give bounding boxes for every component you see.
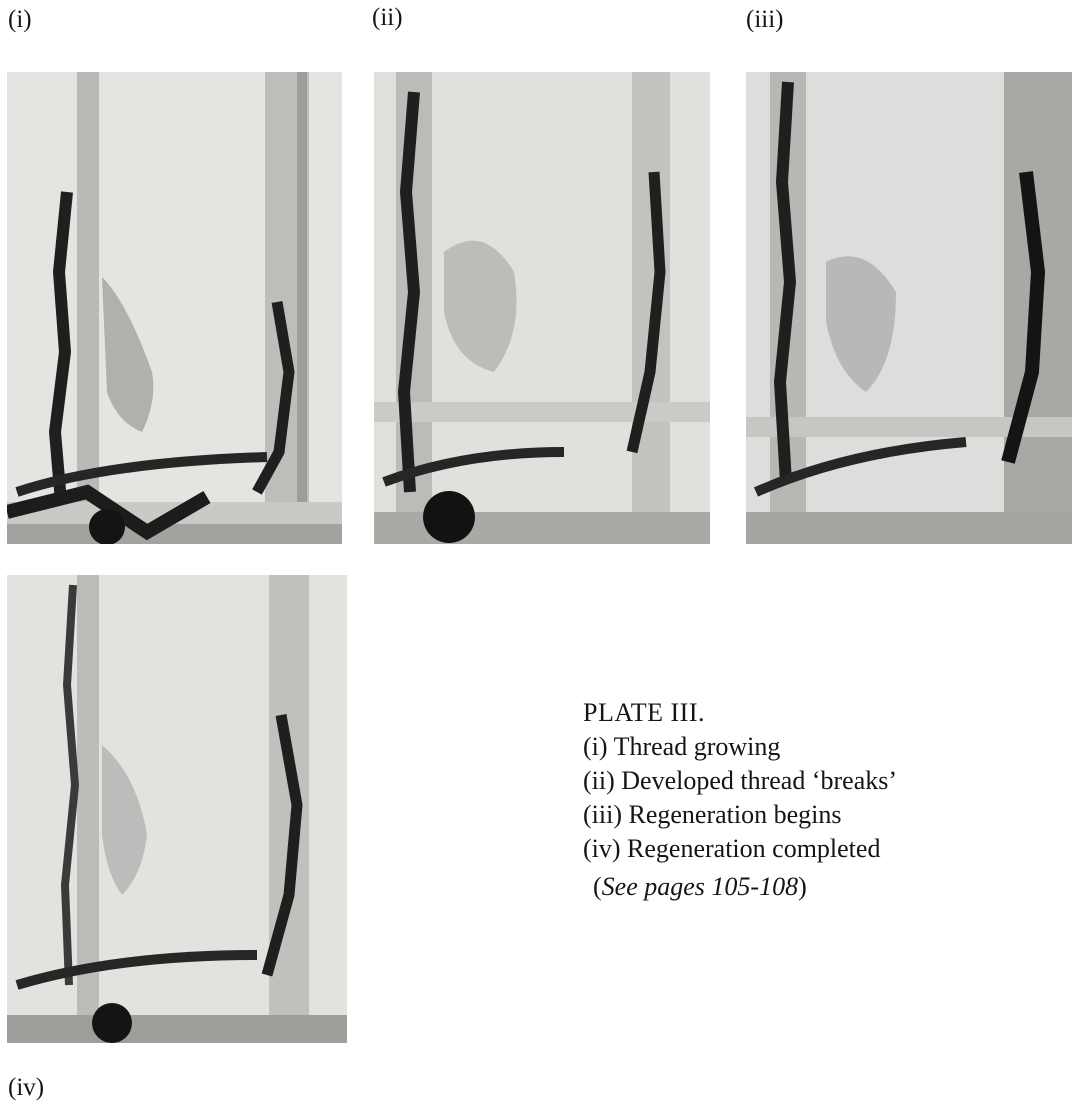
photo-panel-iv [7,575,347,1043]
panel-label-ii: (ii) [372,4,403,31]
photo-panel-ii [374,72,710,544]
photo-panel-iii [746,72,1072,544]
caption-item-i: (i) Thread growing [583,732,781,761]
caption-item-ii: (ii) Developed thread ‘breaks’ [583,766,898,795]
panel-label-iii: (iii) [746,6,784,33]
panel-label-i: (i) [8,6,32,33]
caption-item-iv: (iv) Regeneration completed [583,834,881,863]
caption-title: PLATE III. [583,698,705,727]
caption-ref-text: See pages 105-108 [601,872,799,901]
caption-item-iii: (iii) Regeneration begins [583,800,842,829]
caption-page-reference: (See pages 105-108) [583,870,897,904]
panel-label-iv: (iv) [8,1074,45,1101]
plate-caption: PLATE III. (i) Thread growing (ii) Devel… [583,696,897,904]
photo-panel-i [7,72,342,544]
caption-ref-open: ( [593,872,602,901]
caption-ref-close: ) [798,872,807,901]
